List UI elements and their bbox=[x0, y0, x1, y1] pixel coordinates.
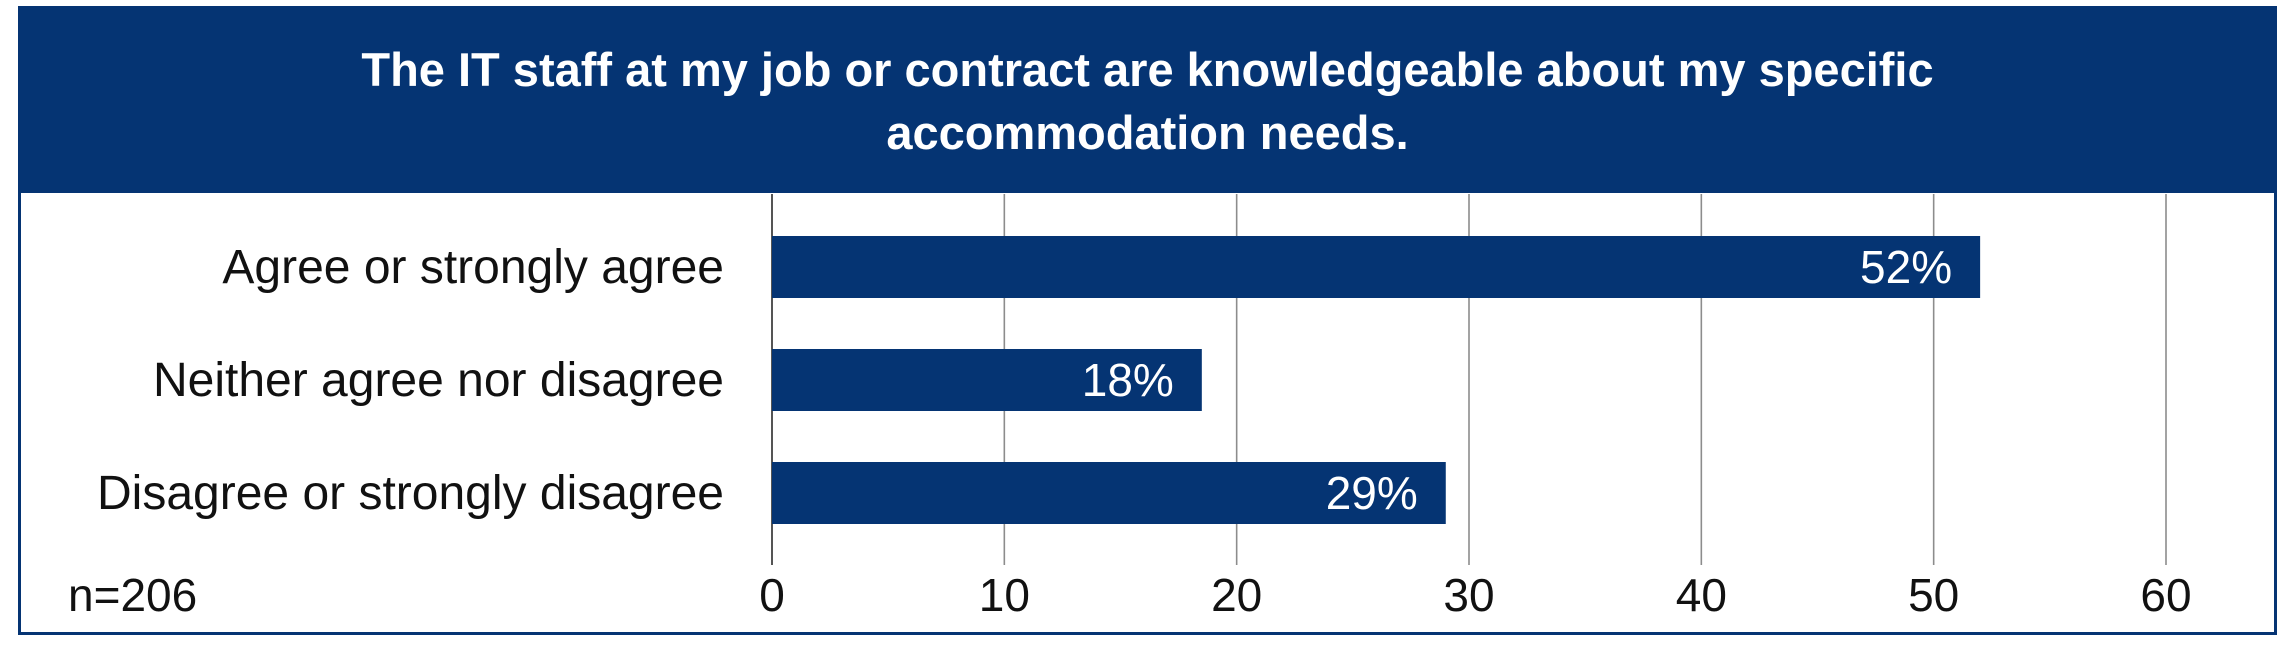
bar bbox=[772, 236, 1981, 298]
x-tick-label: 50 bbox=[1908, 569, 1959, 621]
bar-data-label: 52% bbox=[1860, 241, 1952, 293]
sample-size-note: n=206 bbox=[68, 569, 197, 621]
bars: 52% 18% 29% bbox=[772, 236, 1981, 524]
category-label: Agree or strongly agree bbox=[222, 241, 724, 294]
x-tick-label: 20 bbox=[1211, 569, 1262, 621]
bar bbox=[772, 462, 1446, 524]
x-tick-label: 30 bbox=[1443, 569, 1494, 621]
chart-title: The IT staff at my job or contract are k… bbox=[361, 43, 1934, 159]
category-labels: Agree or strongly agree Neither agree nor… bbox=[97, 241, 724, 520]
chart-frame: The IT staff at my job or contract are k… bbox=[18, 6, 2277, 635]
bar-data-label: 18% bbox=[1082, 354, 1174, 406]
bar bbox=[772, 349, 1202, 411]
x-tick-label: 40 bbox=[1676, 569, 1727, 621]
chart-header: The IT staff at my job or contract are k… bbox=[21, 9, 2274, 193]
category-label: Neither agree nor disagree bbox=[153, 354, 724, 407]
x-tick-label: 0 bbox=[759, 569, 785, 621]
x-tick-label: 10 bbox=[979, 569, 1030, 621]
x-axis-ticks: 0 10 20 30 40 50 60 bbox=[759, 569, 2191, 621]
x-tick-label: 60 bbox=[2140, 569, 2191, 621]
bar-data-label: 29% bbox=[1326, 467, 1418, 519]
category-label: Disagree or strongly disagree bbox=[97, 467, 724, 520]
